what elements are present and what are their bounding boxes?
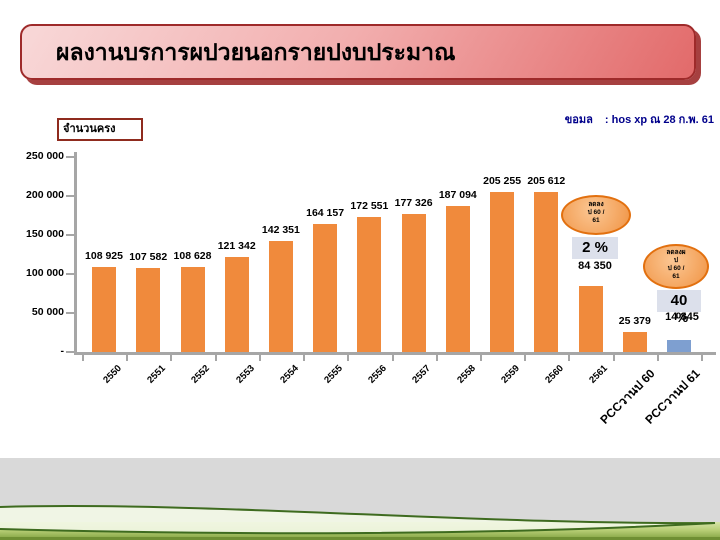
y-axis-tick: [66, 351, 74, 353]
y-axis-tick-label: 100 000: [26, 267, 64, 279]
source-note: ขอมล : hos xp ณ 28 ก.พ. 61: [565, 110, 714, 128]
y-axis-tick: [66, 234, 74, 236]
ellipse-note-2-line4: 61: [672, 273, 680, 280]
x-axis-label-2556: 2556: [366, 363, 390, 386]
bar-label-pcc61: 14 845 %: [653, 309, 711, 325]
bar-label-2556: 172 551: [350, 200, 389, 213]
y-axis-line: [74, 152, 77, 354]
source-note-label: ขอมล: [564, 114, 593, 126]
footer-notes: จำนวนครงของการรบบรการผปวยนอก รพ.เปรยบเทย…: [0, 458, 720, 524]
bar-2556: [357, 217, 382, 352]
bar-label-2560: 205 612: [527, 174, 566, 187]
x-axis-label-2558: 2558: [454, 363, 478, 386]
bar-label-2559: 205 255: [483, 174, 522, 187]
x-axis-label-2560: 2560: [543, 363, 567, 386]
y-axis-tick-label: 50 000: [31, 306, 64, 318]
x-axis-label-2554: 2554: [277, 363, 301, 386]
bar-2551: [136, 268, 161, 352]
title-banner: ผลงานบรการผปวยนอกรายปงบประมาณ: [20, 24, 696, 80]
y-axis-unit-label: จำนวนครง: [63, 123, 116, 135]
x-axis-tick: [701, 355, 704, 361]
x-axis-tick: [391, 355, 394, 361]
x-axis-tick: [524, 355, 527, 361]
ellipse-note-2-line2: ป: [673, 257, 679, 264]
bar-2557: [401, 213, 426, 352]
pct-change-box-2: 40: [657, 290, 701, 312]
x-axis-tick: [347, 355, 350, 361]
bar-label-2551: 107 582: [129, 251, 168, 264]
x-axis-line: [74, 352, 716, 355]
ellipse-note-decrease-2: ลดลงผ ป ป 60 / 61: [643, 244, 709, 289]
ellipse-note-2-line1: ลดลงผ: [666, 249, 686, 256]
x-axis-tick: [126, 355, 129, 361]
ellipse-note-2-line3: ป 60 /: [667, 265, 685, 272]
bar-2561: [578, 286, 603, 352]
ellipse-note-1-line3: 61: [592, 217, 600, 224]
x-axis-tick: [303, 355, 305, 361]
x-axis-tick: [170, 355, 173, 361]
percent-symbol-overlay: %: [675, 309, 689, 325]
ellipse-note-1-line2: ป 60 /: [587, 209, 605, 216]
x-axis-label-2551: 2551: [145, 363, 168, 386]
page-title: ผลงานบรการผปวยนอกรายปงบประมาณ: [56, 39, 456, 65]
x-axis-tick: [81, 355, 84, 361]
bar-chart: ลดลง ป 60 / 61 2 % 84 350 ลดลงผ ป ป 60 /…: [26, 150, 716, 427]
y-axis-tick-label: 200 000: [26, 189, 64, 201]
x-axis-tick: [612, 355, 615, 361]
y-axis-tick-label: 250 000: [26, 150, 64, 162]
x-axis-tick: [568, 355, 571, 361]
y-axis-unit-box: จำนวนครง: [57, 118, 143, 141]
y-axis-tick-label: -: [60, 345, 65, 357]
bar-PCCวานป 60: [622, 332, 647, 352]
bar-2553: [224, 257, 249, 352]
bar-2550: [92, 267, 116, 352]
x-axis-label-2553: 2553: [233, 363, 257, 386]
bar-label-2555: 164 157: [306, 207, 345, 219]
x-axis-label-2561: 2561: [587, 363, 611, 386]
y-axis-tick-label: 150 000: [26, 228, 64, 240]
x-axis-label-2559: 2559: [499, 363, 522, 386]
bar-label-2557: 177 326: [394, 196, 433, 209]
source-note-value: : hos xp ณ 28 ก.พ. 61: [604, 114, 714, 126]
bar-label-2561: 84 350: [578, 260, 612, 272]
bar-2559: [490, 191, 515, 352]
pct-change-box-1: 2 %: [572, 237, 618, 259]
y-axis-tick: [66, 312, 74, 314]
ellipse-note-1-line1: ลดลง: [588, 201, 604, 208]
bottom-green-strip: [0, 522, 720, 540]
ellipse-note-decrease-1: ลดลง ป 60 / 61: [561, 195, 631, 235]
x-axis-label-2552: 2552: [189, 363, 213, 386]
x-axis-tick: [656, 355, 659, 361]
bar-2555: [313, 224, 338, 352]
y-axis-tick: [66, 195, 74, 197]
bar-label-2550: 108 925: [85, 250, 123, 262]
bar-2558: [445, 206, 470, 352]
bar-2552: [180, 267, 205, 352]
x-axis-label-2557: 2557: [410, 363, 434, 386]
x-axis-tick: [480, 355, 482, 361]
bar-label-PCCวานป 60: 25 379: [618, 315, 651, 328]
bar-label-pcc61-value: 14 845: [665, 311, 699, 323]
x-axis-tick: [435, 355, 438, 361]
bar-PCCวานป 61: [667, 340, 691, 352]
x-axis-tick: [214, 355, 217, 361]
bar-label-2552: 108 628: [173, 250, 212, 263]
x-axis-label-2550: 2550: [101, 363, 124, 386]
y-axis-tick: [66, 273, 74, 275]
y-axis-tick: [66, 156, 74, 158]
x-axis-tick: [258, 355, 261, 361]
bar-label-2553: 121 342: [217, 240, 256, 253]
bar-2554: [268, 241, 293, 352]
x-axis-label-2555: 2555: [322, 363, 345, 386]
bar-label-2554: 142 351: [261, 224, 300, 236]
bar-2560: [534, 191, 559, 352]
bar-label-2558: 187 094: [438, 189, 477, 202]
